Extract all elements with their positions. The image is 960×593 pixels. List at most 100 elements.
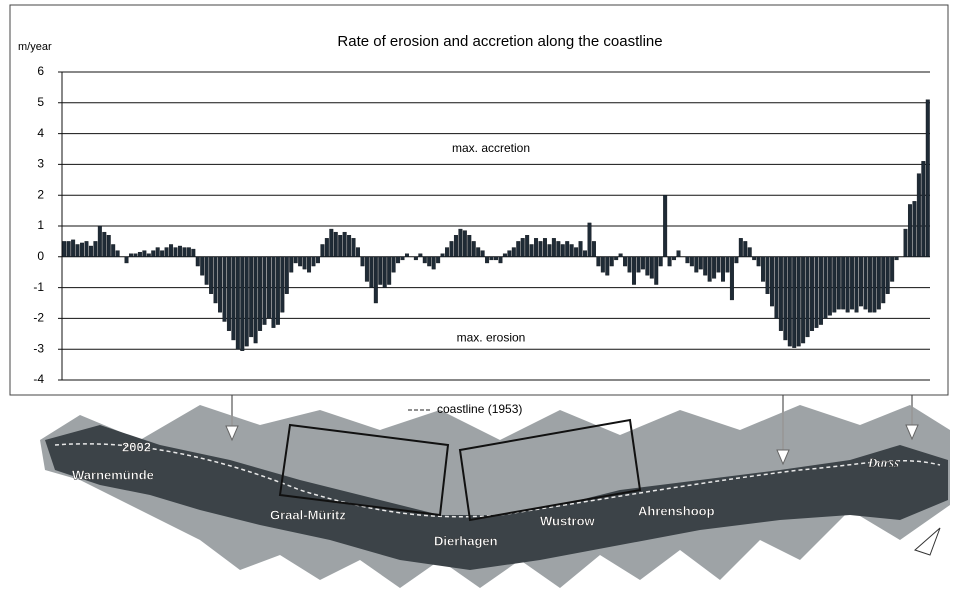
y-tick-label: 2 [37,187,44,201]
bar [828,257,832,316]
bar [356,248,360,257]
y-tick-label: -4 [33,372,44,386]
bar [873,257,877,312]
bar [917,174,921,257]
bar [490,257,494,260]
bar [775,257,779,319]
bar [143,251,147,257]
bar [192,249,196,257]
bar [414,257,418,260]
bar [98,226,102,257]
bar [721,257,725,282]
bar [619,254,623,257]
y-axis-label: m/year [18,41,52,53]
y-tick-label: -2 [33,311,44,325]
bar [650,257,654,279]
bar [770,257,774,306]
bar [846,257,850,312]
bar [686,257,690,263]
bar [614,257,618,260]
bar [926,100,930,257]
bar [258,257,262,331]
bar [160,251,164,257]
legend-note: coastline (1953) [437,402,522,416]
bar [695,257,699,272]
bar [303,257,307,269]
bar [606,257,610,275]
bar [792,257,796,348]
bar [512,248,516,257]
bar [552,238,556,256]
bar [895,257,899,260]
bar [134,254,138,257]
bar [156,248,160,257]
bar [739,238,743,256]
bar [472,241,476,256]
bar [481,251,485,257]
bar [788,257,792,346]
bar [659,257,663,266]
bar [663,195,667,257]
place-label: Ahrenshoop [638,503,715,518]
bar [712,257,716,279]
bar [125,257,129,263]
aerial-image: 2002 Warnemünde Graal-Müritz Dierhagen W… [40,405,950,588]
bar [281,257,285,312]
bar [557,241,561,256]
bar [62,241,66,256]
bar [276,257,280,325]
bar [343,232,347,257]
bar [801,257,805,343]
bar [232,257,236,340]
bar [583,251,587,257]
bar [147,254,151,257]
y-tick-label: 6 [37,64,44,78]
bar [597,257,601,266]
bar [325,238,329,256]
bar [245,257,249,346]
bar [338,235,342,257]
north-arrow [915,528,940,555]
bar [855,257,859,312]
bar [766,257,770,294]
bar [868,257,872,312]
bar [864,257,868,309]
bar [129,254,133,257]
y-tick-label: -3 [33,341,44,355]
bar [588,223,592,257]
bar [76,244,80,256]
bar [534,238,538,256]
bar [623,257,627,266]
bar [708,257,712,282]
bar [485,257,489,263]
bar [285,257,289,294]
bar [690,257,694,266]
bar [178,246,182,257]
bar [574,248,578,257]
bar [272,257,276,328]
bar [218,257,222,312]
bar [423,257,427,263]
bar [717,257,721,272]
bar [494,257,498,260]
place-label: Darss [867,455,899,470]
bar [298,257,302,266]
bar [922,161,926,256]
bar [806,257,810,337]
bar [374,257,378,303]
bar [111,244,115,256]
bar [107,235,111,257]
bar [365,257,369,282]
bar [819,257,823,325]
bar [249,257,253,337]
bar [205,257,209,285]
bar [289,257,293,272]
bar [405,254,409,257]
bar [223,257,227,322]
bar [677,251,681,257]
bar [441,254,445,257]
bar [254,257,258,343]
bar [151,251,155,257]
bar [779,257,783,331]
bar [436,257,440,263]
